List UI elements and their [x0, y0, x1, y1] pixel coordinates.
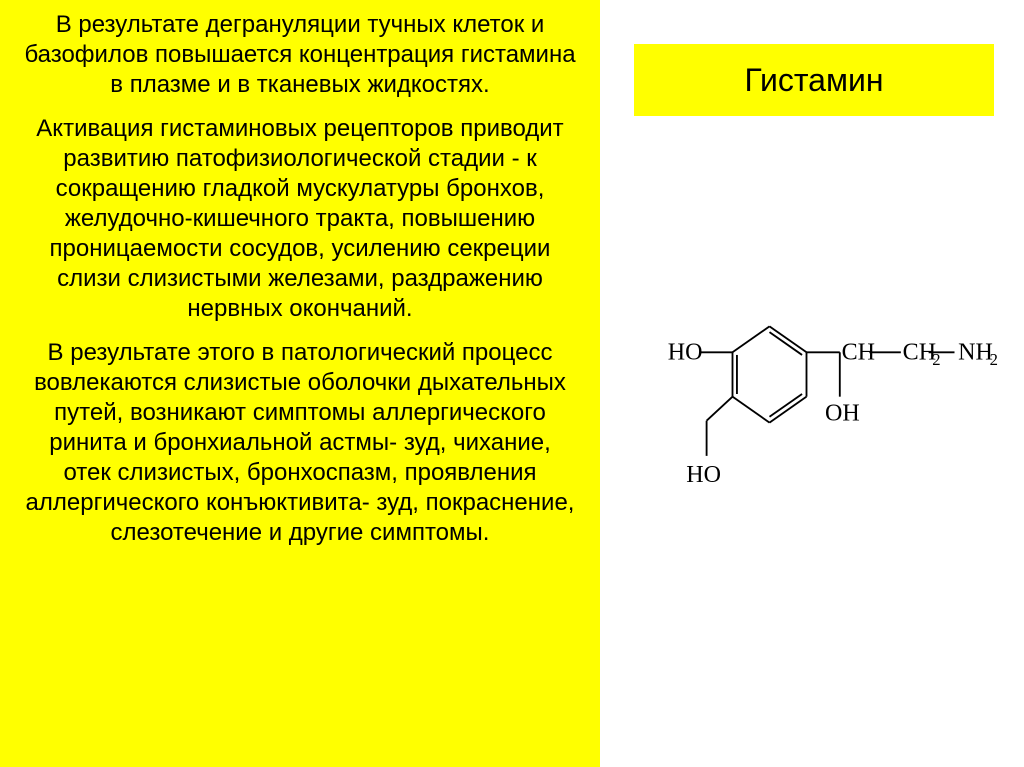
- svg-text:OH: OH: [825, 401, 860, 427]
- molecule-svg: HOHOCHOHCHNH22: [640, 290, 1010, 520]
- svg-text:2: 2: [932, 350, 940, 369]
- paragraph-2: Активация гистаминовых рецепторов привод…: [24, 114, 576, 324]
- svg-text:CH: CH: [842, 340, 875, 366]
- svg-text:NH: NH: [958, 340, 993, 366]
- svg-text:CH: CH: [903, 340, 936, 366]
- left-text-panel: В результате дегрануляции тучных клеток …: [0, 0, 600, 767]
- paragraph-1: В результате дегрануляции тучных клеток …: [24, 10, 576, 100]
- title-box: Гистамин: [634, 44, 994, 116]
- right-panel: Гистамин HOHOCHOHCHNH22: [600, 0, 1024, 767]
- svg-text:HO: HO: [668, 340, 703, 366]
- paragraph-3: В результате этого в патологический проц…: [24, 338, 576, 548]
- svg-text:2: 2: [990, 350, 998, 369]
- svg-text:HO: HO: [686, 462, 721, 488]
- molecule-diagram: HOHOCHOHCHNH22: [640, 290, 1010, 520]
- title-text: Гистамин: [744, 62, 883, 99]
